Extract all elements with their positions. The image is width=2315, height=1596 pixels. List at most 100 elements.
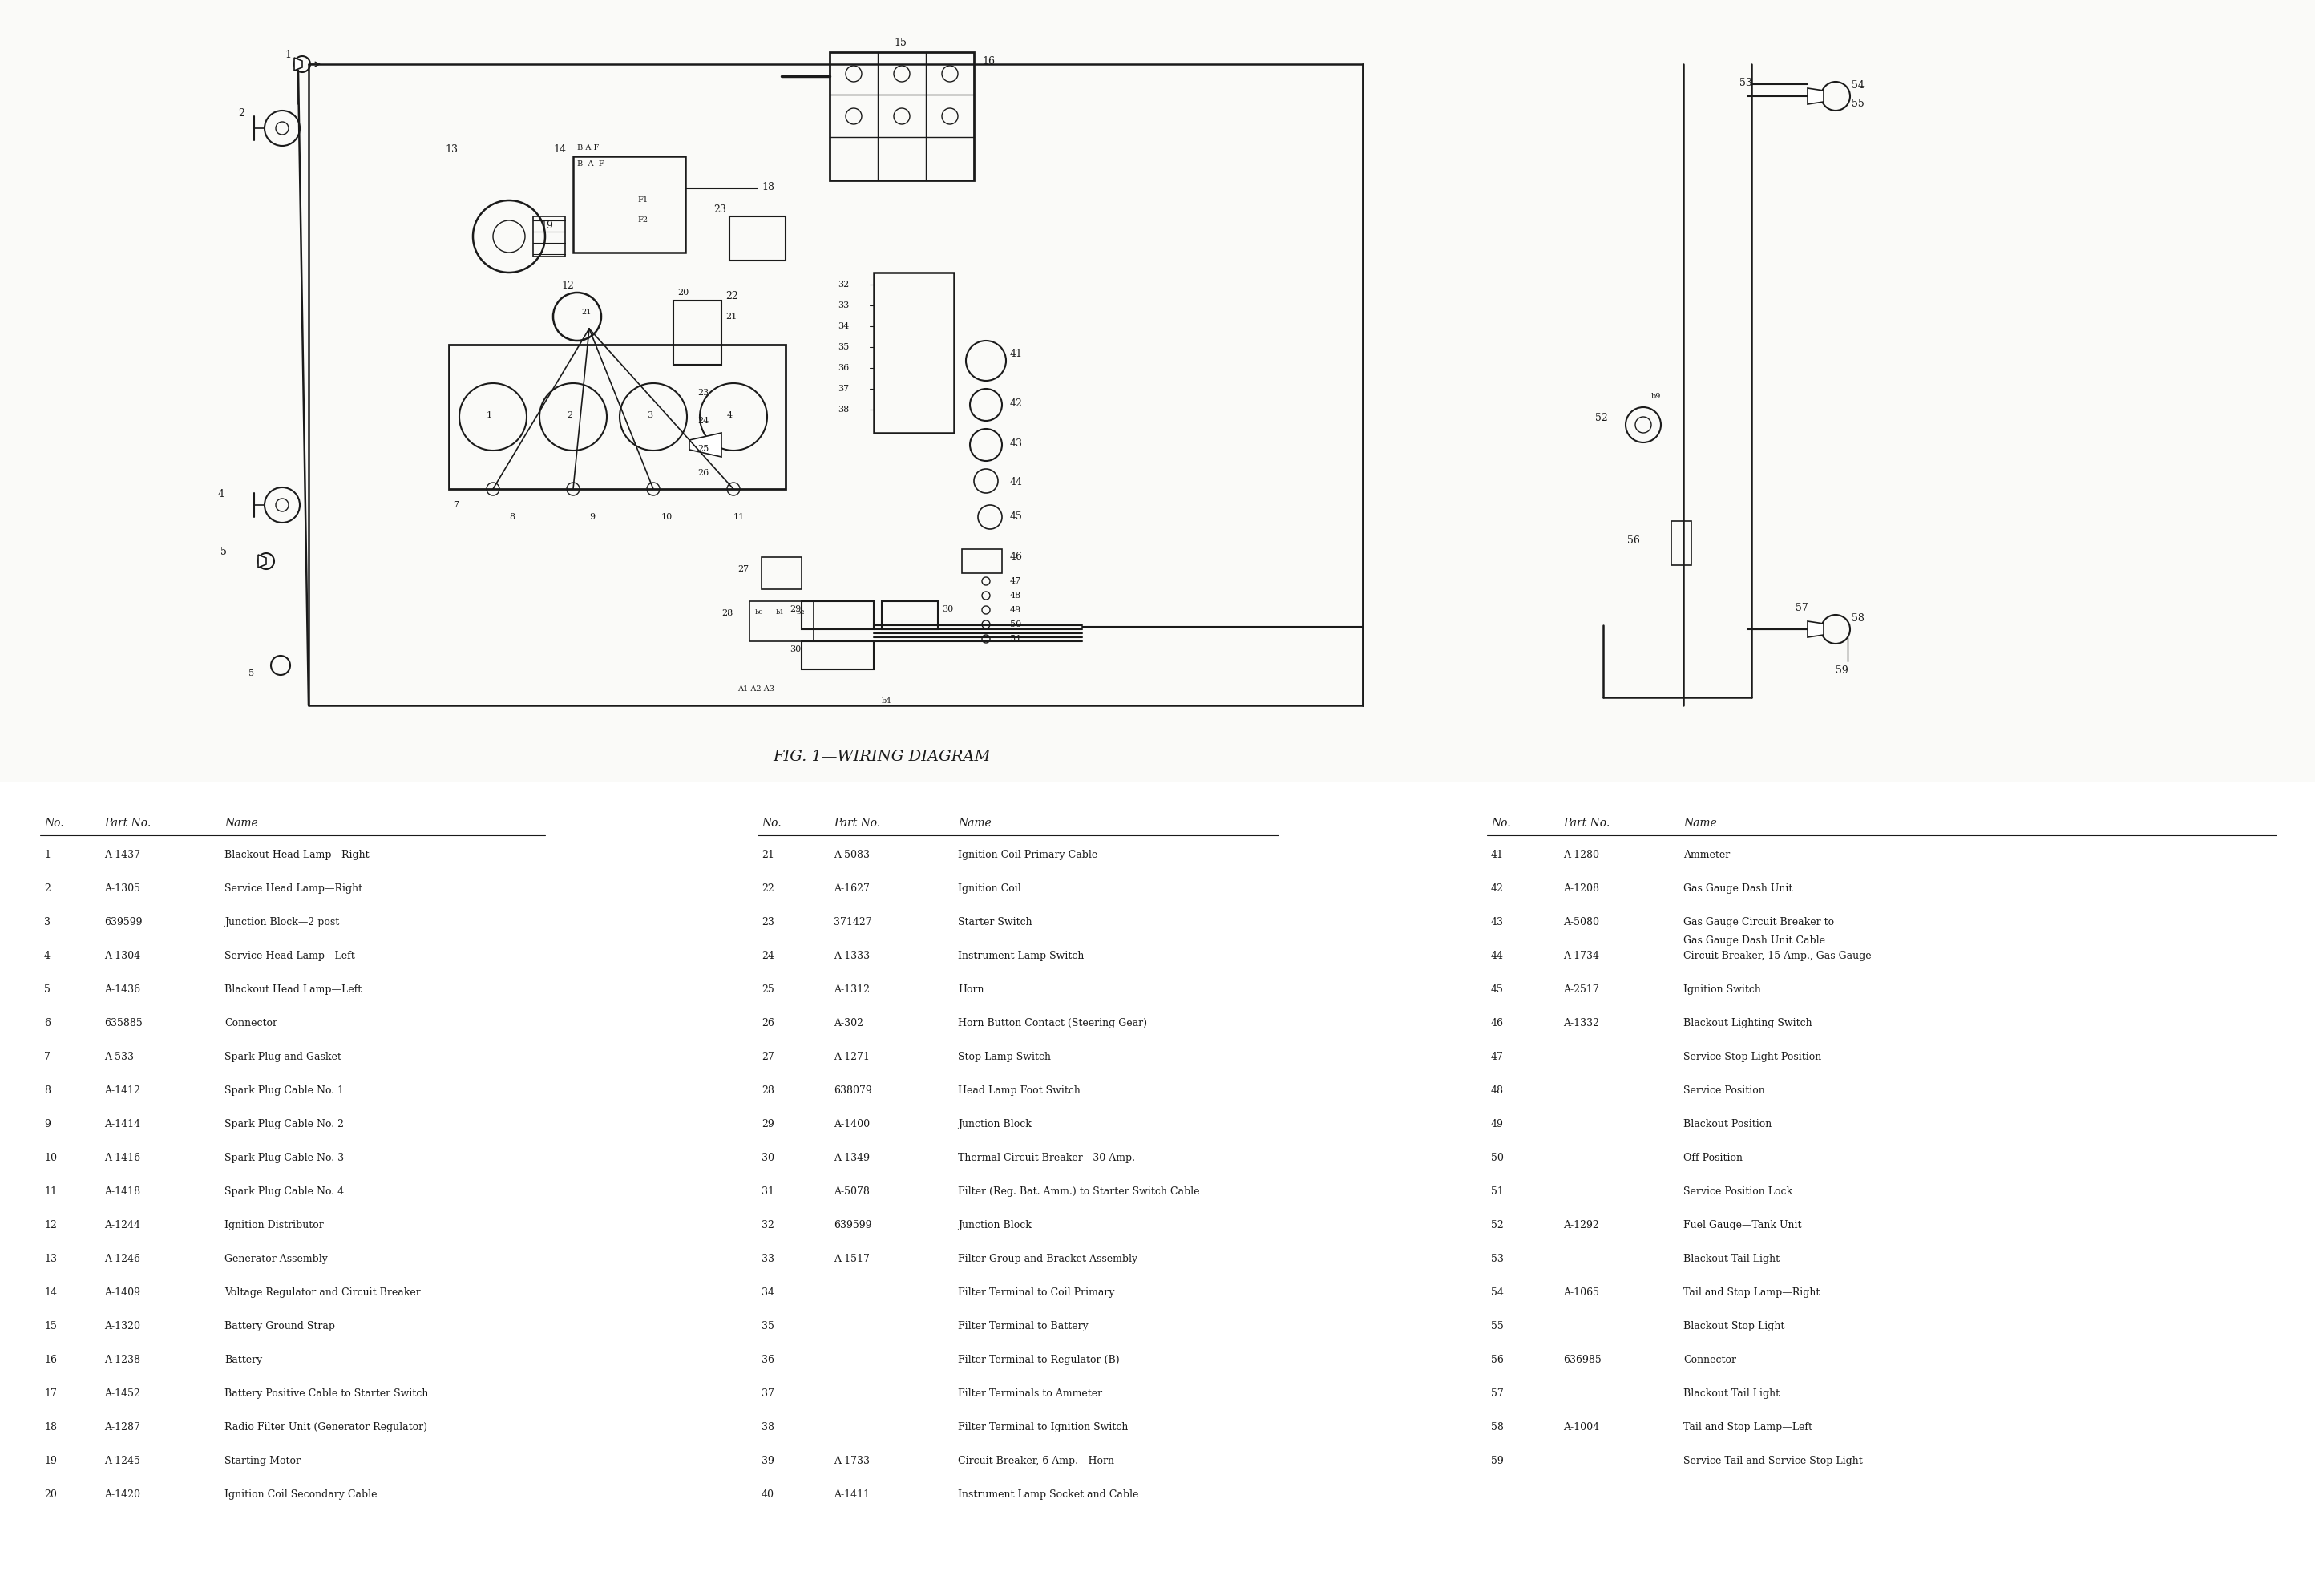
Text: A-1305: A-1305 — [104, 883, 141, 894]
Text: b4: b4 — [882, 697, 891, 704]
Text: 19: 19 — [44, 1456, 58, 1467]
Text: Blackout Head Lamp—Left: Blackout Head Lamp—Left — [225, 985, 361, 994]
Bar — [674, 300, 722, 365]
Text: 49: 49 — [1009, 606, 1021, 614]
Text: Spark Plug and Gasket: Spark Plug and Gasket — [225, 1052, 340, 1061]
Text: Circuit Breaker, 15 Amp., Gas Gauge: Circuit Breaker, 15 Amp., Gas Gauge — [1683, 951, 1871, 961]
Text: Battery Ground Strap: Battery Ground Strap — [225, 1321, 336, 1331]
Bar — [532, 217, 565, 257]
Bar — [729, 217, 785, 260]
Text: 16: 16 — [982, 56, 995, 67]
Text: 14: 14 — [553, 144, 565, 155]
Text: 34: 34 — [762, 1288, 773, 1298]
Text: 52: 52 — [1595, 413, 1609, 423]
Text: 8: 8 — [509, 512, 514, 520]
Text: No.: No. — [762, 817, 780, 828]
Text: Filter Terminals to Ammeter: Filter Terminals to Ammeter — [958, 1389, 1102, 1398]
Text: A-1420: A-1420 — [104, 1489, 141, 1500]
Text: 33: 33 — [838, 302, 850, 310]
Text: Connector: Connector — [225, 1018, 278, 1028]
Text: A-5083: A-5083 — [833, 849, 870, 860]
Text: 53: 53 — [1491, 1254, 1505, 1264]
Text: 639599: 639599 — [104, 918, 141, 927]
Text: A-1400: A-1400 — [833, 1119, 870, 1130]
Text: Horn Button Contact (Steering Gear): Horn Button Contact (Steering Gear) — [958, 1018, 1146, 1028]
Text: Junction Block—2 post: Junction Block—2 post — [225, 918, 340, 927]
Text: 27: 27 — [738, 565, 748, 573]
Text: 19: 19 — [539, 220, 553, 231]
Bar — [449, 345, 785, 488]
Text: 40: 40 — [762, 1489, 773, 1500]
Text: 57: 57 — [1491, 1389, 1502, 1398]
Text: 12: 12 — [44, 1219, 58, 1231]
Text: Gas Gauge Circuit Breaker to: Gas Gauge Circuit Breaker to — [1683, 918, 1833, 927]
Text: 39: 39 — [762, 1456, 773, 1467]
Text: 54: 54 — [1491, 1288, 1505, 1298]
Text: F1: F1 — [637, 196, 648, 204]
Text: Starter Switch: Starter Switch — [958, 918, 1032, 927]
Text: Filter Terminal to Ignition Switch: Filter Terminal to Ignition Switch — [958, 1422, 1127, 1433]
Text: Blackout Stop Light: Blackout Stop Light — [1683, 1321, 1785, 1331]
Bar — [829, 53, 975, 180]
Text: A-5080: A-5080 — [1563, 918, 1600, 927]
Text: Battery: Battery — [225, 1355, 262, 1365]
Text: Service Head Lamp—Right: Service Head Lamp—Right — [225, 883, 363, 894]
Text: 18: 18 — [44, 1422, 58, 1433]
Text: 639599: 639599 — [833, 1219, 873, 1231]
Text: 28: 28 — [722, 610, 734, 618]
Text: 49: 49 — [1491, 1119, 1505, 1130]
Text: Ignition Coil Primary Cable: Ignition Coil Primary Cable — [958, 849, 1097, 860]
Text: 36: 36 — [762, 1355, 773, 1365]
Text: 43: 43 — [1491, 918, 1505, 927]
Text: Battery Positive Cable to Starter Switch: Battery Positive Cable to Starter Switch — [225, 1389, 428, 1398]
Text: 55: 55 — [1491, 1321, 1502, 1331]
Polygon shape — [1808, 88, 1824, 104]
Text: Head Lamp Foot Switch: Head Lamp Foot Switch — [958, 1085, 1081, 1096]
Text: Filter Group and Bracket Assembly: Filter Group and Bracket Assembly — [958, 1254, 1137, 1264]
Text: 42: 42 — [1491, 883, 1505, 894]
Text: Circuit Breaker, 6 Amp.—Horn: Circuit Breaker, 6 Amp.—Horn — [958, 1456, 1114, 1467]
Text: 30: 30 — [762, 1152, 773, 1163]
Text: Ignition Coil: Ignition Coil — [958, 883, 1021, 894]
Text: 5: 5 — [248, 669, 255, 677]
Text: b1: b1 — [776, 610, 785, 616]
Text: 15: 15 — [44, 1321, 58, 1331]
Text: 42: 42 — [1009, 399, 1023, 409]
Text: A-1436: A-1436 — [104, 985, 141, 994]
Text: A-1412: A-1412 — [104, 1085, 141, 1096]
Text: A-1312: A-1312 — [833, 985, 870, 994]
Text: No.: No. — [1491, 817, 1512, 828]
Polygon shape — [257, 555, 266, 568]
Bar — [963, 549, 1002, 573]
Text: 22: 22 — [762, 883, 773, 894]
Text: 5: 5 — [220, 547, 227, 557]
Text: Tail and Stop Lamp—Left: Tail and Stop Lamp—Left — [1683, 1422, 1813, 1433]
Text: 7: 7 — [454, 501, 458, 509]
Text: A-1627: A-1627 — [833, 883, 870, 894]
Text: Filter Terminal to Battery: Filter Terminal to Battery — [958, 1321, 1088, 1331]
Text: 50: 50 — [1009, 621, 1021, 629]
Text: 58: 58 — [1852, 613, 1864, 624]
Text: Gas Gauge Dash Unit Cable: Gas Gauge Dash Unit Cable — [1683, 935, 1824, 946]
Text: F2: F2 — [637, 217, 648, 223]
Text: Filter (Reg. Bat. Amm.) to Starter Switch Cable: Filter (Reg. Bat. Amm.) to Starter Switc… — [958, 1186, 1199, 1197]
Text: Filter Terminal to Coil Primary: Filter Terminal to Coil Primary — [958, 1288, 1114, 1298]
Text: 33: 33 — [762, 1254, 773, 1264]
Bar — [1671, 520, 1692, 565]
Text: B  A  F: B A F — [576, 160, 604, 168]
Text: 371427: 371427 — [833, 918, 873, 927]
Text: A-302: A-302 — [833, 1018, 863, 1028]
Text: 24: 24 — [697, 417, 708, 425]
Text: 47: 47 — [1491, 1052, 1505, 1061]
Text: 3: 3 — [44, 918, 51, 927]
Text: A1 A2 A3: A1 A2 A3 — [738, 685, 773, 693]
Text: A-1418: A-1418 — [104, 1186, 141, 1197]
Text: 53: 53 — [1739, 78, 1752, 88]
Text: Thermal Circuit Breaker—30 Amp.: Thermal Circuit Breaker—30 Amp. — [958, 1152, 1134, 1163]
Text: 41: 41 — [1491, 849, 1505, 860]
Text: 15: 15 — [894, 38, 907, 48]
Text: 18: 18 — [762, 182, 773, 193]
Text: 7: 7 — [44, 1052, 51, 1061]
Text: Stop Lamp Switch: Stop Lamp Switch — [958, 1052, 1051, 1061]
Bar — [873, 273, 954, 433]
